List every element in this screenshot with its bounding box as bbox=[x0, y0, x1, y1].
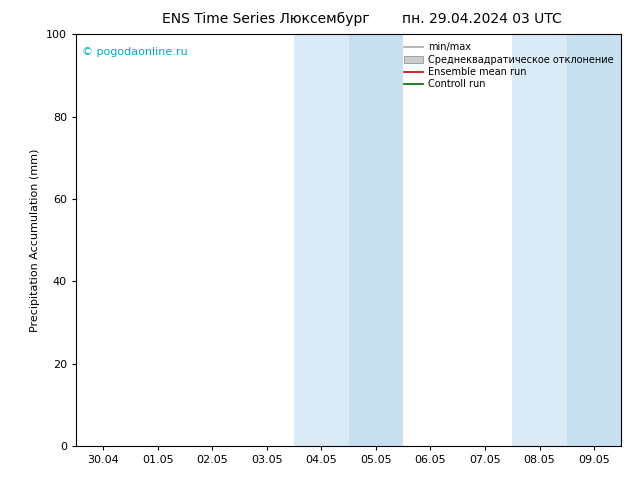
Bar bbox=[512, 34, 567, 446]
Bar bbox=[294, 34, 349, 446]
Text: пн. 29.04.2024 03 UTC: пн. 29.04.2024 03 UTC bbox=[402, 12, 562, 26]
Text: © pogodaonline.ru: © pogodaonline.ru bbox=[82, 47, 187, 57]
Bar bbox=[349, 34, 403, 446]
Y-axis label: Precipitation Accumulation (mm): Precipitation Accumulation (mm) bbox=[30, 148, 41, 332]
Text: ENS Time Series Люксембург: ENS Time Series Люксембург bbox=[162, 12, 370, 26]
Legend: min/max, Среднеквадратическое отклонение, Ensemble mean run, Controll run: min/max, Среднеквадратическое отклонение… bbox=[401, 39, 616, 92]
Bar bbox=[567, 34, 621, 446]
